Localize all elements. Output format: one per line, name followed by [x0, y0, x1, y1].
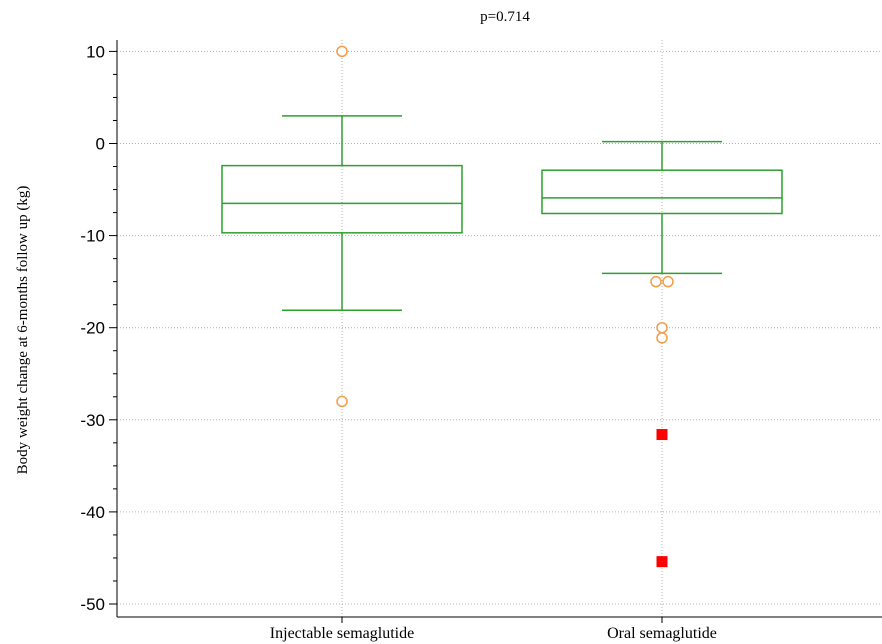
chart-title: p=0.714: [480, 9, 530, 25]
y-tick-label: -40: [80, 503, 105, 522]
far-outlier-point: [656, 556, 668, 568]
y-tick-label: -30: [80, 411, 105, 430]
box-group: [221, 45, 463, 408]
outlier-point: [336, 395, 348, 408]
grid-lines: [117, 40, 882, 617]
x-tick-label: Injectable semaglutide: [270, 625, 414, 642]
axes: [116, 40, 882, 618]
outlier-point: [336, 45, 348, 58]
outlier-point: [656, 332, 668, 344]
y-tick-label: -10: [80, 227, 105, 246]
y-axis-label: Body weight change at 6-months follow up…: [15, 186, 31, 475]
y-tick-label: -20: [80, 319, 105, 338]
box-iqr: [221, 164, 463, 234]
y-ticks: 10 0 -10 -20 -30 -40 -50: [80, 42, 117, 614]
far-outlier-point: [656, 429, 668, 441]
outlier-point: [656, 321, 668, 334]
outlier-point: [662, 275, 674, 288]
x-tick-label: Oral semaglutide: [607, 625, 717, 642]
y-tick-label: 0: [96, 135, 105, 154]
outlier-point: [650, 275, 662, 288]
y-tick-label: -50: [80, 595, 105, 614]
y-tick-label: 10: [86, 42, 105, 61]
boxes: [221, 45, 783, 568]
box-iqr: [541, 169, 783, 215]
box-group: [541, 140, 783, 568]
x-ticks: Injectable semaglutide Oral semaglutide: [270, 617, 717, 642]
